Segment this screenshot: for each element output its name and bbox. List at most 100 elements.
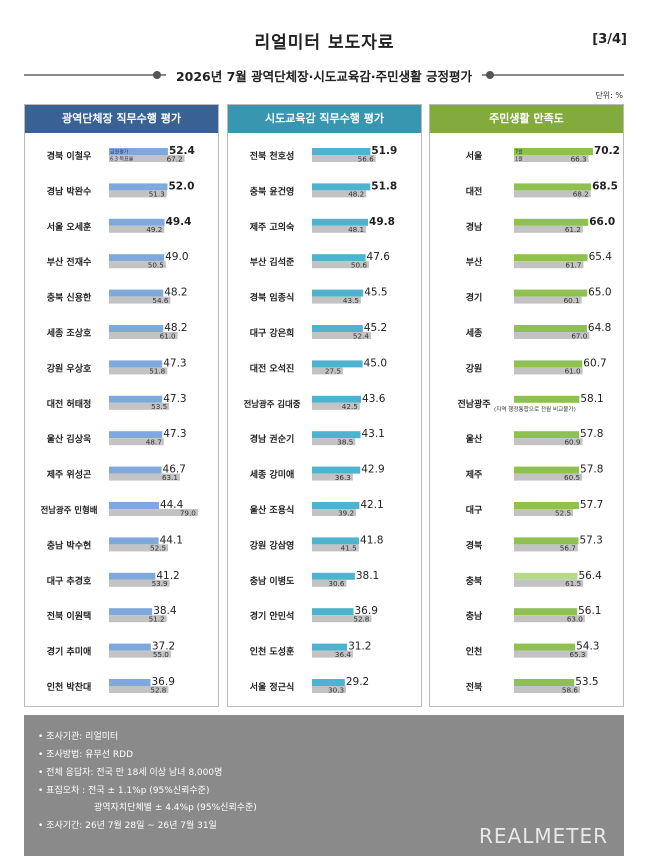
- secondary-bar: [312, 190, 367, 198]
- secondary-bar: [312, 509, 357, 516]
- primary-value-label: 45.5: [364, 287, 387, 299]
- primary-value-label: 47.6: [367, 251, 391, 263]
- secondary-value-label: 60.5: [564, 473, 580, 482]
- primary-value-label: 45.2: [364, 322, 387, 334]
- secondary-value-label: 41.5: [341, 544, 357, 553]
- category-label: 울산 조용식: [250, 504, 295, 516]
- secondary-value-label: 27.5: [325, 367, 341, 376]
- secondary-bar: [312, 225, 367, 233]
- primary-bar: [312, 289, 364, 297]
- primary-bar: [514, 325, 587, 332]
- primary-bar: [109, 218, 165, 226]
- secondary-bar: [109, 261, 166, 269]
- primary-value-label: 54.3: [576, 641, 599, 653]
- secondary-bar: [312, 261, 369, 269]
- report-subtitle: 2026년 7월 광역단체장·시도교육감·주민생활 긍정평가: [166, 66, 482, 84]
- secondary-bar: [109, 438, 164, 446]
- secondary-bar: [514, 544, 578, 552]
- primary-bar: [312, 325, 363, 332]
- primary-bar: [312, 395, 362, 403]
- secondary-value-label: 30.3: [328, 685, 344, 694]
- secondary-bar: [514, 509, 574, 516]
- category-label: 울산: [466, 433, 483, 445]
- primary-bar: [312, 183, 371, 191]
- primary-bar: [514, 395, 580, 403]
- primary-bar: [514, 643, 576, 651]
- primary-bar: [312, 572, 355, 580]
- secondary-value-label: 36.3: [335, 473, 351, 482]
- primary-value-label: 43.6: [362, 393, 386, 405]
- category-label: 전남광주 민형배: [41, 505, 98, 515]
- category-label: 대구: [466, 504, 483, 516]
- secondary-bar: [514, 332, 590, 339]
- primary-value-label: 47.3: [163, 393, 186, 405]
- secondary-bar: [109, 509, 198, 516]
- secondary-value-label: 56.7: [560, 544, 576, 553]
- legend-previous: 1월: [515, 156, 523, 163]
- subtitle-dot-right: [486, 71, 494, 79]
- footer-line: • 조사기간: 26년 7월 28일 ~ 26년 7월 31일: [38, 821, 217, 831]
- secondary-bar: [109, 367, 168, 375]
- primary-bar: [312, 537, 360, 545]
- secondary-value-label: 55.0: [153, 650, 169, 659]
- category-label: 부산: [466, 256, 483, 268]
- primary-value-label: 38.1: [356, 570, 379, 582]
- secondary-bar: [514, 155, 589, 162]
- secondary-bar: [312, 367, 343, 375]
- category-label: 서울: [466, 150, 483, 162]
- survey-footer: • 조사기관: 리얼미터 • 조사방법: 유무선 RDD • 전체 응답자: 전…: [24, 715, 624, 856]
- category-label: 울산 김상욱: [47, 433, 92, 445]
- secondary-bar: [109, 296, 171, 304]
- primary-bar: [312, 254, 366, 262]
- primary-bar: [514, 502, 579, 509]
- primary-bar: [312, 466, 361, 474]
- primary-value-label: 31.2: [348, 641, 371, 653]
- footer-line: • 표집오차 : 전국 ± 1.1%p (95%신뢰수준): [38, 786, 210, 796]
- secondary-bar: [109, 225, 165, 233]
- primary-bar: [514, 572, 578, 580]
- primary-value-label: 36.9: [355, 605, 378, 617]
- primary-value-label: 36.9: [152, 676, 175, 688]
- category-label: 경남 박완수: [47, 185, 92, 197]
- primary-value-label: 42.1: [360, 499, 383, 511]
- secondary-value-label: 61.2: [565, 225, 581, 234]
- secondary-value-label: 79.0: [180, 508, 196, 517]
- primary-bar: [514, 289, 588, 297]
- page-title: 리얼미터 보도자료: [254, 33, 395, 53]
- primary-bar: [109, 502, 159, 509]
- category-label: 인천 도성훈: [250, 646, 295, 658]
- primary-bar: [312, 431, 361, 439]
- primary-value-label: 48.2: [164, 322, 187, 334]
- secondary-value-label: 53.9: [152, 579, 168, 588]
- primary-value-label: 37.2: [152, 641, 175, 653]
- primary-bar: [312, 643, 348, 651]
- primary-value-label: 41.2: [156, 570, 179, 582]
- category-label: 충남 박수현: [47, 539, 92, 551]
- primary-bar: [514, 608, 578, 616]
- secondary-value-label: 39.2: [338, 508, 354, 517]
- secondary-bar: [514, 615, 585, 623]
- secondary-value-label: 52.8: [150, 685, 166, 694]
- primary-value-label: 41.8: [360, 534, 383, 546]
- primary-bar: [109, 148, 168, 155]
- secondary-bar: [312, 402, 360, 410]
- primary-bar: [109, 643, 151, 651]
- footer-line: • 조사방법: 유무선 RDD: [38, 750, 133, 760]
- category-label: 강원: [466, 362, 483, 374]
- category-label: 경기 추미애: [47, 646, 92, 658]
- primary-value-label: 47.3: [163, 357, 186, 369]
- primary-value-label: 66.0: [589, 216, 615, 228]
- category-label: 부산 김석준: [250, 256, 295, 268]
- category-label: 세종 강미애: [250, 469, 295, 481]
- primary-bar: [109, 572, 156, 580]
- primary-value-label: 60.7: [583, 357, 606, 369]
- secondary-value-label: 50.5: [148, 261, 164, 270]
- category-label: 강원 우상호: [47, 362, 92, 374]
- primary-value-label: 53.5: [575, 676, 598, 688]
- category-label: 세종 조상호: [47, 327, 92, 339]
- category-label: 경남: [466, 221, 483, 233]
- category-label: 충북 신용한: [47, 292, 92, 304]
- primary-bar: [514, 360, 583, 368]
- primary-bar: [312, 148, 371, 155]
- category-label: 경기: [466, 292, 483, 304]
